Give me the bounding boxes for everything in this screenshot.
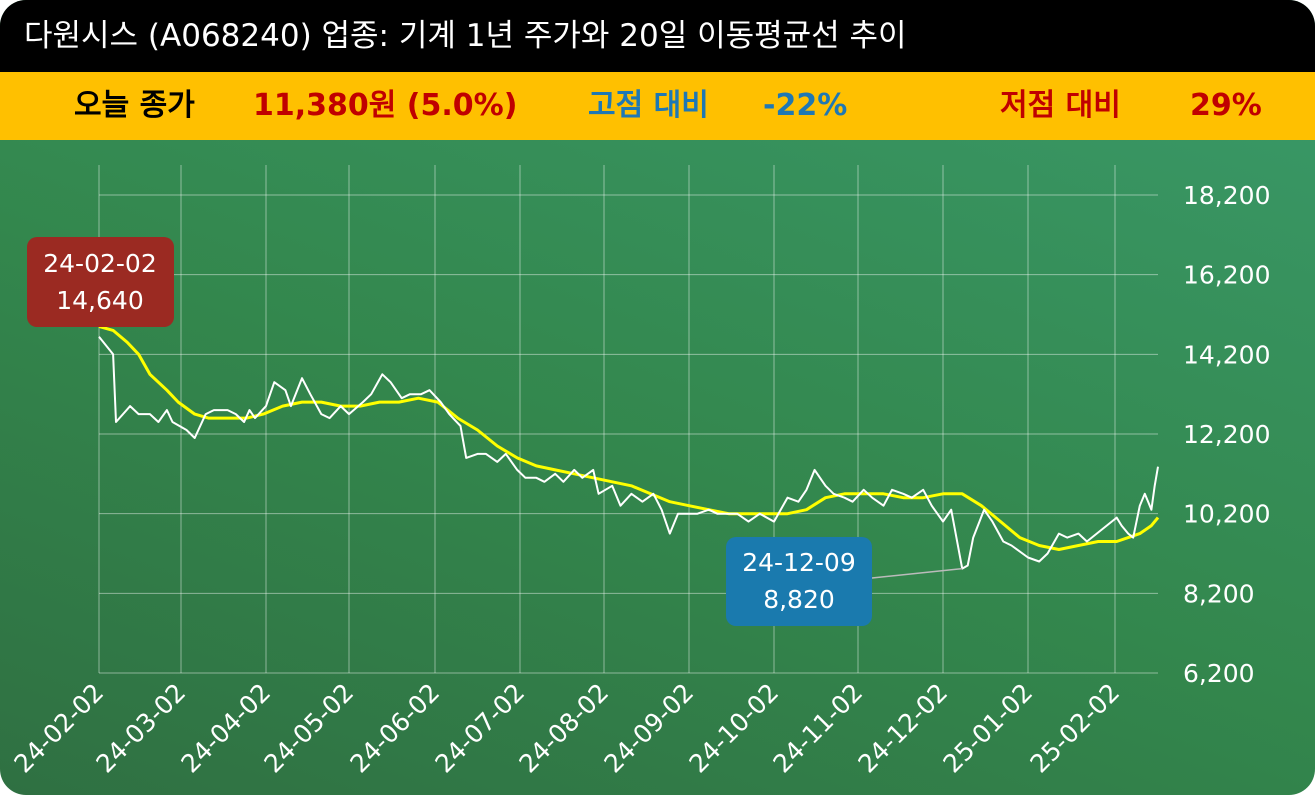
low-compare-value: 29%: [1190, 88, 1262, 123]
x-tick-label: 24-03-02: [90, 678, 191, 779]
x-tick-label: 24-04-02: [175, 678, 276, 779]
low-point-callout: 24-12-09 8,820: [726, 537, 963, 626]
low-callout-box: [726, 537, 872, 626]
series: [98, 324, 1160, 570]
x-tick-label: 24-11-02: [767, 678, 868, 779]
y-tick-label: 16,200: [1183, 261, 1270, 290]
x-tick-label: 25-02-02: [1024, 678, 1125, 779]
x-tick-label: 24-09-02: [598, 678, 699, 779]
x-tick-label: 24-07-02: [429, 678, 530, 779]
low-compare-label: 저점 대비: [1000, 88, 1121, 123]
x-tick-label: 24-08-02: [513, 678, 614, 779]
high-compare-label: 고점 대비: [588, 88, 709, 123]
x-tick-label: 24-05-02: [258, 678, 359, 779]
x-tick-label: 24-06-02: [344, 678, 445, 779]
grid: [98, 165, 1158, 674]
y-tick-label: 10,200: [1183, 500, 1270, 529]
callouts: 24-02-02 14,640 24-12-09 8,820: [27, 237, 963, 626]
high-compare-value: -22%: [763, 88, 848, 123]
y-tick-label: 14,200: [1183, 340, 1270, 369]
y-tick-label: 6,200: [1183, 659, 1255, 688]
y-tick-label: 8,200: [1183, 579, 1255, 608]
y-tick-label: 18,200: [1183, 181, 1270, 210]
chart-title: 다원시스 (A068240) 업종: 기계 1년 주가와 20일 이동평균선 추…: [24, 18, 907, 54]
high-callout-box: [27, 237, 174, 327]
ma20-line: [98, 324, 1160, 551]
y-axis-ticks: 18,200 16,200 14,200 12,200 10,200 8,200 6,200: [1183, 181, 1270, 688]
x-tick-label: 25-01-02: [937, 678, 1038, 779]
low-callout-date: 24-12-09: [742, 548, 855, 577]
x-tick-label: 24-10-02: [683, 678, 784, 779]
low-callout-leader: [871, 567, 963, 579]
close-value: 11,380원 (5.0%): [253, 88, 518, 123]
high-callout-value: 14,640: [56, 286, 143, 315]
stats-bar: 오늘 종가 11,380원 (5.0%) 고점 대비 -22% 저점 대비 29…: [0, 72, 1315, 140]
high-point-callout: 24-02-02 14,640: [27, 237, 174, 327]
y-tick-label: 12,200: [1183, 420, 1270, 449]
high-callout-date: 24-02-02: [43, 249, 156, 278]
title-bar: 다원시스 (A068240) 업종: 기계 1년 주가와 20일 이동평균선 추…: [0, 0, 1315, 72]
close-label: 오늘 종가: [74, 88, 195, 123]
low-callout-value: 8,820: [763, 585, 835, 614]
x-tick-label: 24-12-02: [852, 678, 953, 779]
x-axis-ticks: 24-02-0224-03-0224-04-0224-05-0224-06-02…: [8, 678, 1125, 779]
price-line: [98, 336, 1159, 570]
x-tick-label: 24-02-02: [8, 678, 109, 779]
